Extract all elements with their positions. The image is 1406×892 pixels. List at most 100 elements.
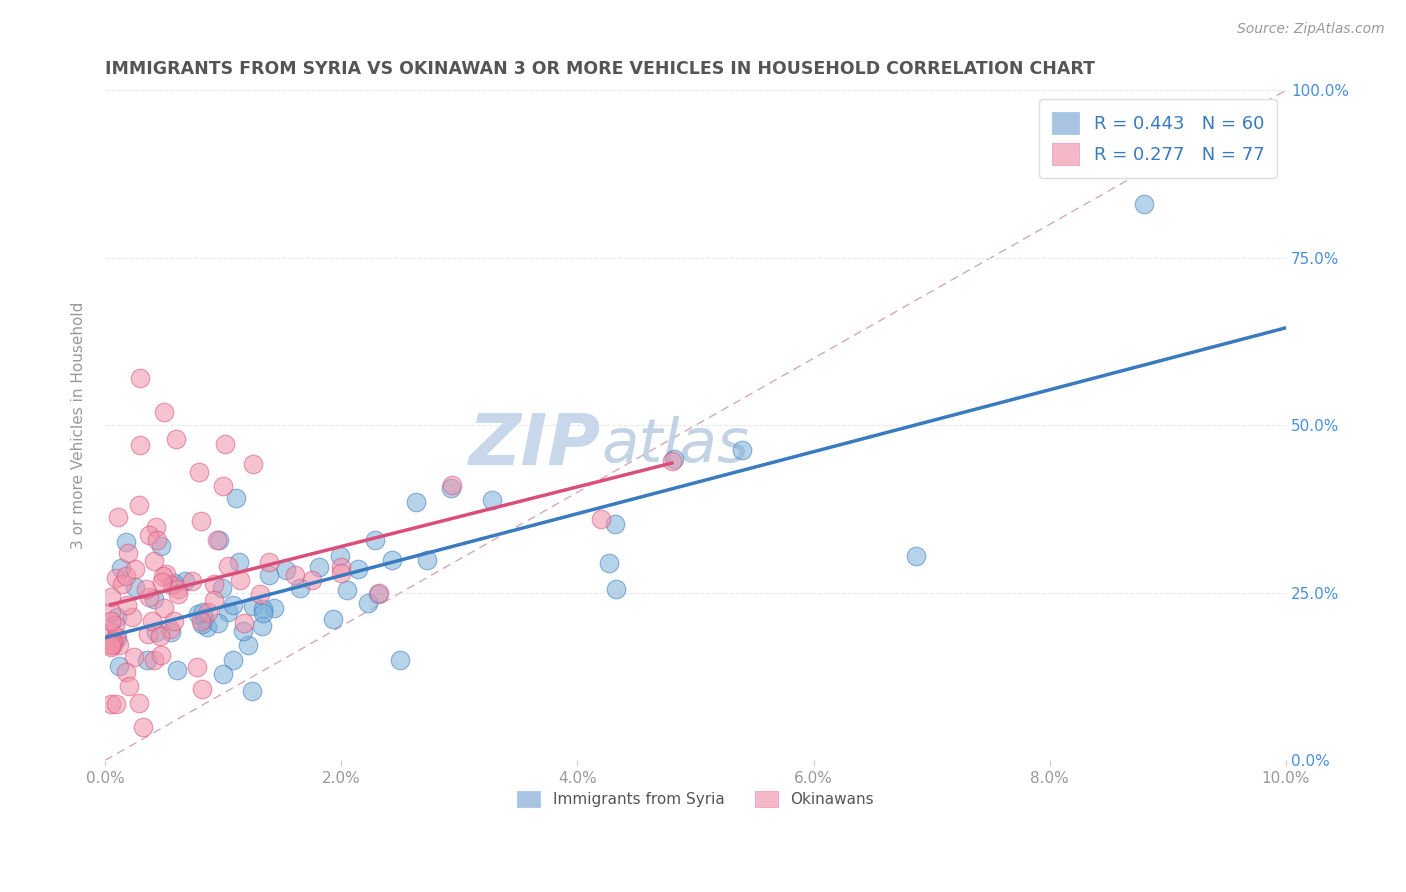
Point	[731, 443, 754, 458]
Point	[238, 638, 260, 652]
Point	[441, 478, 464, 492]
Point	[252, 601, 274, 615]
Point	[274, 563, 297, 577]
Point	[191, 616, 214, 631]
Point	[117, 546, 139, 560]
Point	[143, 653, 166, 667]
Point	[111, 576, 134, 591]
Point	[108, 638, 131, 652]
Point	[211, 581, 233, 595]
Point	[138, 590, 160, 604]
Point	[222, 598, 245, 612]
Point	[160, 625, 183, 640]
Point	[905, 549, 928, 563]
Point	[186, 659, 208, 673]
Point	[229, 573, 252, 587]
Point	[191, 682, 214, 697]
Text: ZIP: ZIP	[468, 411, 600, 480]
Point	[100, 640, 122, 654]
Point	[190, 615, 212, 629]
Point	[129, 438, 152, 452]
Point	[197, 605, 219, 619]
Point	[163, 614, 186, 628]
Point	[217, 605, 239, 619]
Point	[661, 454, 683, 468]
Point	[167, 582, 190, 597]
Point	[104, 618, 127, 632]
Point	[104, 629, 127, 643]
Point	[181, 574, 204, 588]
Point	[1133, 197, 1156, 211]
Point	[212, 478, 235, 492]
Point	[228, 555, 250, 569]
Point	[110, 560, 132, 574]
Point	[367, 587, 389, 601]
Point	[186, 607, 208, 622]
Point	[207, 616, 229, 631]
Point	[193, 612, 215, 626]
Point	[159, 622, 181, 636]
Point	[100, 614, 122, 628]
Point	[146, 533, 169, 548]
Point	[188, 465, 211, 479]
Point	[481, 492, 503, 507]
Point	[132, 720, 155, 734]
Point	[105, 572, 128, 586]
Point	[284, 567, 307, 582]
Point	[207, 533, 229, 548]
Point	[440, 481, 463, 495]
Point	[124, 580, 146, 594]
Point	[217, 558, 239, 573]
Point	[322, 612, 344, 626]
Point	[114, 665, 136, 679]
Y-axis label: 3 or more Vehicles in Household: 3 or more Vehicles in Household	[72, 301, 86, 549]
Point	[100, 697, 122, 711]
Point	[308, 560, 330, 574]
Point	[257, 555, 280, 569]
Point	[122, 650, 145, 665]
Point	[416, 553, 439, 567]
Point	[242, 599, 264, 613]
Point	[124, 562, 146, 576]
Point	[145, 624, 167, 639]
Point	[114, 535, 136, 549]
Point	[389, 652, 412, 666]
Point	[212, 667, 235, 681]
Point	[152, 569, 174, 583]
Point	[135, 582, 157, 596]
Point	[330, 566, 353, 581]
Point	[108, 658, 131, 673]
Point	[100, 605, 122, 619]
Point	[347, 562, 370, 576]
Point	[208, 533, 231, 547]
Point	[100, 638, 122, 652]
Point	[167, 587, 190, 601]
Point	[368, 586, 391, 600]
Point	[121, 610, 143, 624]
Point	[136, 626, 159, 640]
Point	[603, 516, 626, 531]
Point	[149, 629, 172, 643]
Point	[117, 598, 139, 612]
Point	[329, 549, 352, 563]
Point	[115, 569, 138, 583]
Point	[117, 679, 139, 693]
Point	[232, 624, 254, 638]
Point	[142, 591, 165, 606]
Point	[598, 556, 620, 570]
Point	[174, 574, 197, 589]
Point	[214, 437, 236, 451]
Point	[107, 509, 129, 524]
Point	[153, 601, 176, 615]
Point	[153, 405, 176, 419]
Point	[190, 514, 212, 528]
Point	[381, 553, 404, 567]
Point	[138, 527, 160, 541]
Point	[252, 606, 274, 620]
Point	[128, 498, 150, 512]
Point	[163, 576, 186, 591]
Point	[166, 663, 188, 677]
Point	[605, 582, 627, 596]
Point	[149, 648, 172, 662]
Legend: Immigrants from Syria, Okinawans: Immigrants from Syria, Okinawans	[512, 785, 880, 813]
